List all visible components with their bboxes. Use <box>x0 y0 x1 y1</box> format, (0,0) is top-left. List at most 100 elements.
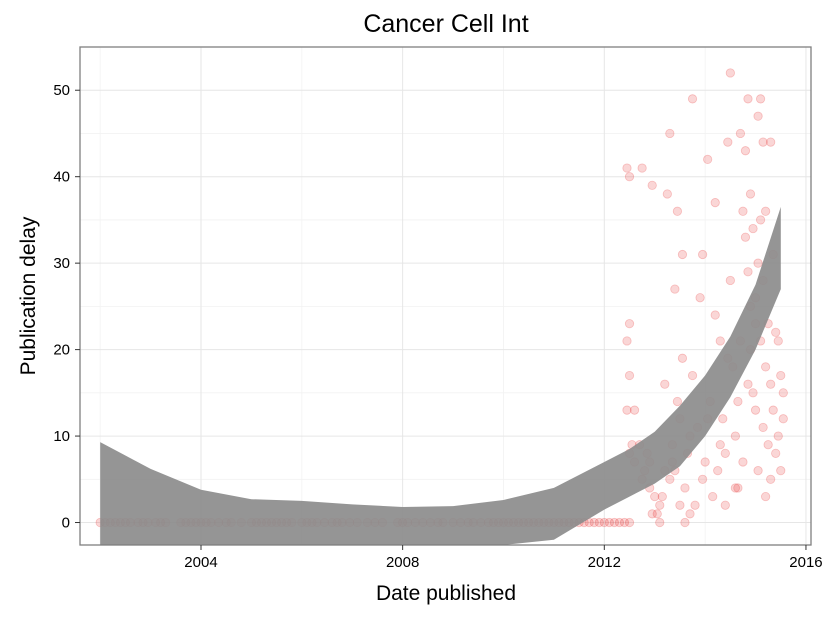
data-point <box>703 154 713 164</box>
data-point <box>700 457 710 467</box>
data-point <box>677 353 688 363</box>
data-point <box>718 414 728 424</box>
data-point <box>763 440 773 450</box>
data-point <box>758 422 768 433</box>
data-point <box>594 517 604 528</box>
data-point <box>771 327 781 337</box>
data-point <box>755 94 766 104</box>
data-point <box>743 267 753 277</box>
data-point <box>740 232 751 242</box>
data-point <box>733 483 743 493</box>
data-point <box>761 206 771 216</box>
data-point <box>745 189 756 199</box>
data-point <box>761 491 771 502</box>
data-point <box>740 146 751 156</box>
data-point <box>609 517 619 528</box>
data-point <box>655 500 665 510</box>
data-point <box>776 370 786 381</box>
data-point <box>660 379 670 389</box>
data-point <box>710 310 720 320</box>
y-tick-label: 50 <box>53 82 70 99</box>
data-point <box>738 206 748 216</box>
plot-panel-background <box>80 47 811 545</box>
data-point <box>758 137 768 147</box>
data-point <box>680 517 690 528</box>
data-point <box>748 223 758 234</box>
data-point <box>768 405 778 415</box>
data-point <box>629 405 640 415</box>
data-point <box>647 509 657 519</box>
x-tick-label: 2004 <box>184 554 217 571</box>
data-point <box>713 466 723 476</box>
data-point <box>687 94 698 104</box>
data-point <box>647 180 657 190</box>
x-axis: 2004 2008 2012 2016 <box>184 545 823 571</box>
data-point <box>778 414 788 424</box>
data-point <box>670 284 680 294</box>
data-point <box>655 517 665 528</box>
data-point <box>619 517 630 528</box>
data-point <box>622 163 632 173</box>
data-point <box>720 448 730 458</box>
data-point <box>753 111 763 121</box>
y-tick-label: 20 <box>53 342 70 359</box>
data-point <box>753 258 763 268</box>
x-axis-title: Date published <box>376 582 516 605</box>
data-point <box>614 517 625 528</box>
data-point <box>725 275 735 286</box>
data-point <box>708 491 718 502</box>
data-point <box>665 474 675 484</box>
y-tick-label: 40 <box>53 169 70 186</box>
data-point <box>773 336 783 346</box>
data-point <box>624 172 635 182</box>
data-point <box>715 440 725 450</box>
data-point <box>599 517 609 528</box>
data-point <box>773 431 783 441</box>
y-tick-label: 10 <box>53 428 70 445</box>
data-point <box>761 362 771 372</box>
data-point <box>723 137 733 147</box>
data-point <box>766 137 776 147</box>
data-point <box>778 388 788 398</box>
x-tick-label: 2012 <box>588 554 621 571</box>
data-point <box>624 517 635 528</box>
data-point <box>720 500 730 510</box>
y-axis-title: Publication delay <box>17 216 40 375</box>
data-point <box>650 491 660 502</box>
data-point <box>748 388 758 398</box>
data-point <box>622 405 632 415</box>
chart-title: Cancer Cell Int <box>363 10 528 38</box>
data-point <box>662 189 672 199</box>
data-point <box>604 517 614 528</box>
plot-panel-border <box>79 46 812 546</box>
data-point <box>690 500 700 510</box>
data-point <box>750 405 761 415</box>
data-point <box>730 431 740 441</box>
data-point <box>766 379 776 389</box>
data-point <box>695 293 705 303</box>
data-point <box>665 128 675 139</box>
data-point <box>624 319 635 329</box>
data-point <box>624 370 635 381</box>
data-point <box>687 370 698 381</box>
data-point <box>755 215 766 225</box>
data-point <box>637 163 647 173</box>
data-point <box>698 474 708 484</box>
data-point <box>735 128 746 139</box>
data-point <box>589 517 599 528</box>
data-point <box>622 336 632 346</box>
y-axis: 0 10 20 30 40 50 <box>53 82 80 532</box>
data-point <box>698 249 708 260</box>
data-point <box>771 448 781 458</box>
x-tick-label: 2008 <box>386 554 419 571</box>
x-tick-label: 2016 <box>789 554 822 571</box>
data-point <box>675 500 685 510</box>
data-point <box>753 466 763 476</box>
y-tick-label: 30 <box>53 255 70 272</box>
data-point <box>657 491 667 502</box>
data-point <box>680 483 690 493</box>
data-point <box>685 509 695 519</box>
data-point <box>725 68 735 78</box>
smooth-confidence-band <box>100 206 781 545</box>
